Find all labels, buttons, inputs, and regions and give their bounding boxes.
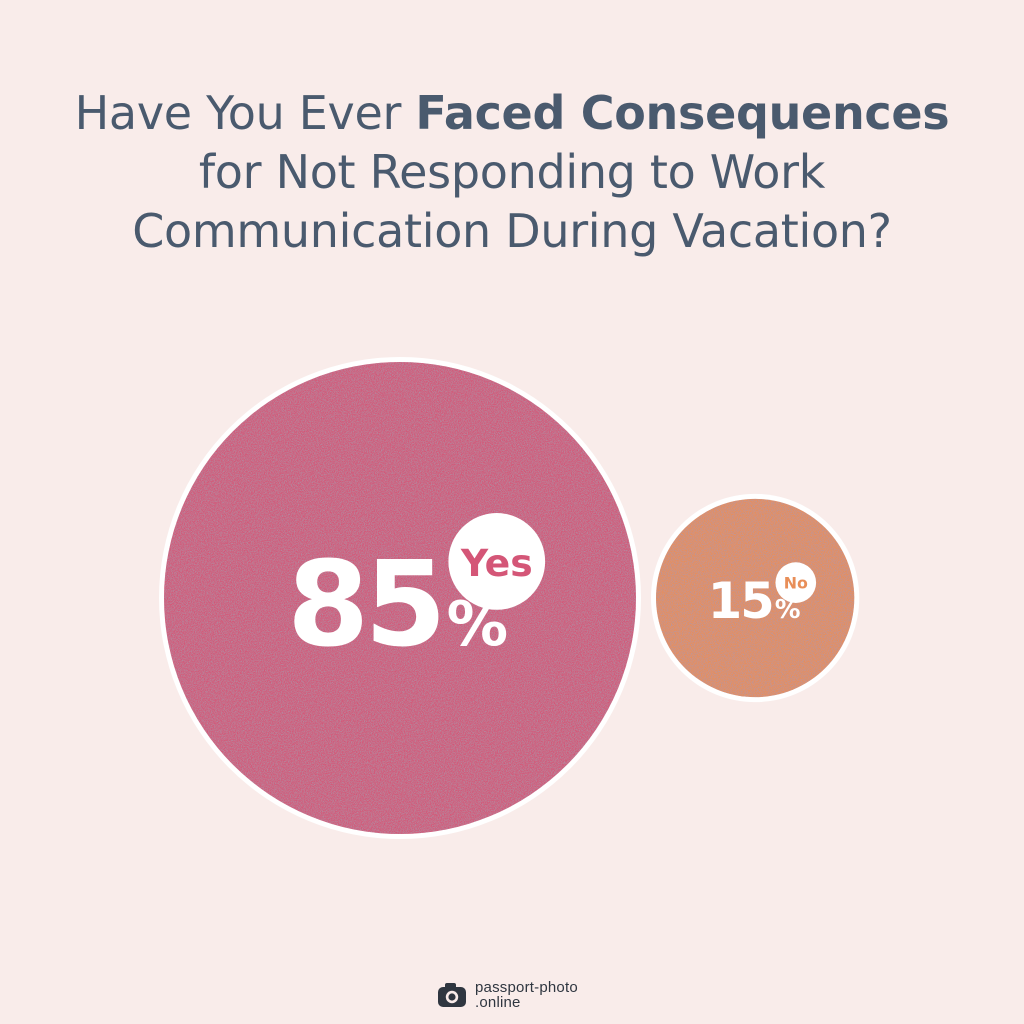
title-line-3: Communication During Vacation?: [132, 204, 892, 258]
logo-wordmark: passport-photo .online: [475, 980, 578, 1010]
tag-circle-no: [775, 562, 817, 603]
title-line-1-prefix: Have You Ever: [74, 86, 416, 140]
camera-icon: [438, 983, 466, 1007]
tag-circle-yes: [448, 513, 546, 610]
bubble-no: 15%No: [651, 493, 860, 703]
series-label-yes: Yes: [460, 541, 533, 585]
series-label-no: No: [784, 574, 808, 593]
title-line-2: for Not Responding to Work: [198, 145, 826, 199]
value-number-no: 15: [708, 572, 773, 630]
logo-line-2: .online: [475, 994, 521, 1011]
title-line-1: Have You Ever Faced Consequences: [0, 84, 1024, 143]
bubble-yes-mark: [164, 362, 636, 834]
logo-line-1: passport-photo: [475, 979, 578, 996]
page-title: Have You Ever Faced Consequences for Not…: [0, 84, 1024, 261]
value-number-yes: 85: [287, 535, 442, 673]
value-label-yes: 85%: [287, 535, 507, 673]
bubble-yes: 85%Yes: [159, 357, 641, 839]
brand-logo: passport-photo .online: [437, 975, 578, 1015]
title-line-1-bold: Faced Consequences: [415, 86, 950, 140]
bubble-no-mark: [656, 498, 855, 698]
